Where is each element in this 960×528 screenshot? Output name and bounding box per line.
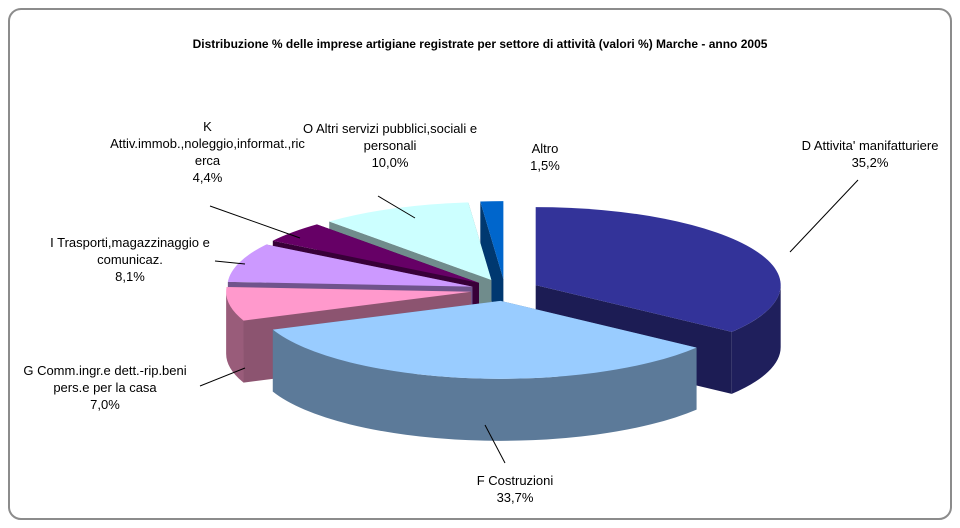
value-label: 10,0% [371, 155, 409, 170]
slice-wall [226, 291, 244, 383]
data-label: O Altri servizi pubblici,sociali e perso… [300, 120, 480, 171]
data-label: Altro 1,5% [505, 140, 585, 174]
data-label: G Comm.ingr.e dett.-rip.beni pers.e per … [5, 362, 205, 413]
leader-line [199, 367, 246, 387]
value-label: 1,5% [530, 158, 560, 173]
leader-line [209, 205, 301, 239]
leader-line [377, 195, 416, 219]
slice-top [535, 207, 781, 332]
slice-top [272, 224, 479, 283]
slice-wall [731, 285, 781, 394]
category-label: Altro [531, 141, 559, 156]
value-label: 33,7% [496, 490, 534, 505]
data-label: I Trasporti,magazzinaggio e comunicaz. 8,… [25, 234, 235, 285]
slice-wall [272, 329, 697, 441]
slice-top [272, 300, 697, 379]
leader-line [789, 179, 859, 253]
pie-slice [272, 300, 697, 441]
category-label: D Attivita' manifatturiere [801, 138, 939, 153]
slice-top [329, 202, 492, 280]
value-label: 8,1% [115, 269, 145, 284]
value-label: 35,2% [851, 155, 889, 170]
chart-title: Distribuzione % delle imprese artigiane … [192, 37, 768, 51]
slice-top [226, 286, 472, 321]
category-label: G Comm.ingr.e dett.-rip.beni pers.e per … [23, 363, 187, 395]
leader-line [484, 424, 506, 464]
value-label: 4,4% [192, 170, 223, 185]
slice-top [480, 201, 504, 280]
slice-top [227, 244, 473, 287]
category-label: K Attiv.immob.,noleggio,informat.,ricerc… [110, 119, 305, 168]
data-label: F Costruzioni 33,7% [415, 472, 615, 506]
data-label: K Attiv.immob.,noleggio,informat.,ricerc… [110, 118, 305, 186]
leader-line [214, 260, 246, 265]
value-label: 7,0% [90, 397, 120, 412]
category-label: I Trasporti,magazzinaggio e comunicaz. [50, 235, 210, 267]
category-label: O Altri servizi pubblici,sociali e perso… [302, 121, 478, 153]
data-label: D Attivita' manifatturiere 35,2% [770, 137, 960, 171]
category-label: F Costruzioni [476, 473, 554, 488]
